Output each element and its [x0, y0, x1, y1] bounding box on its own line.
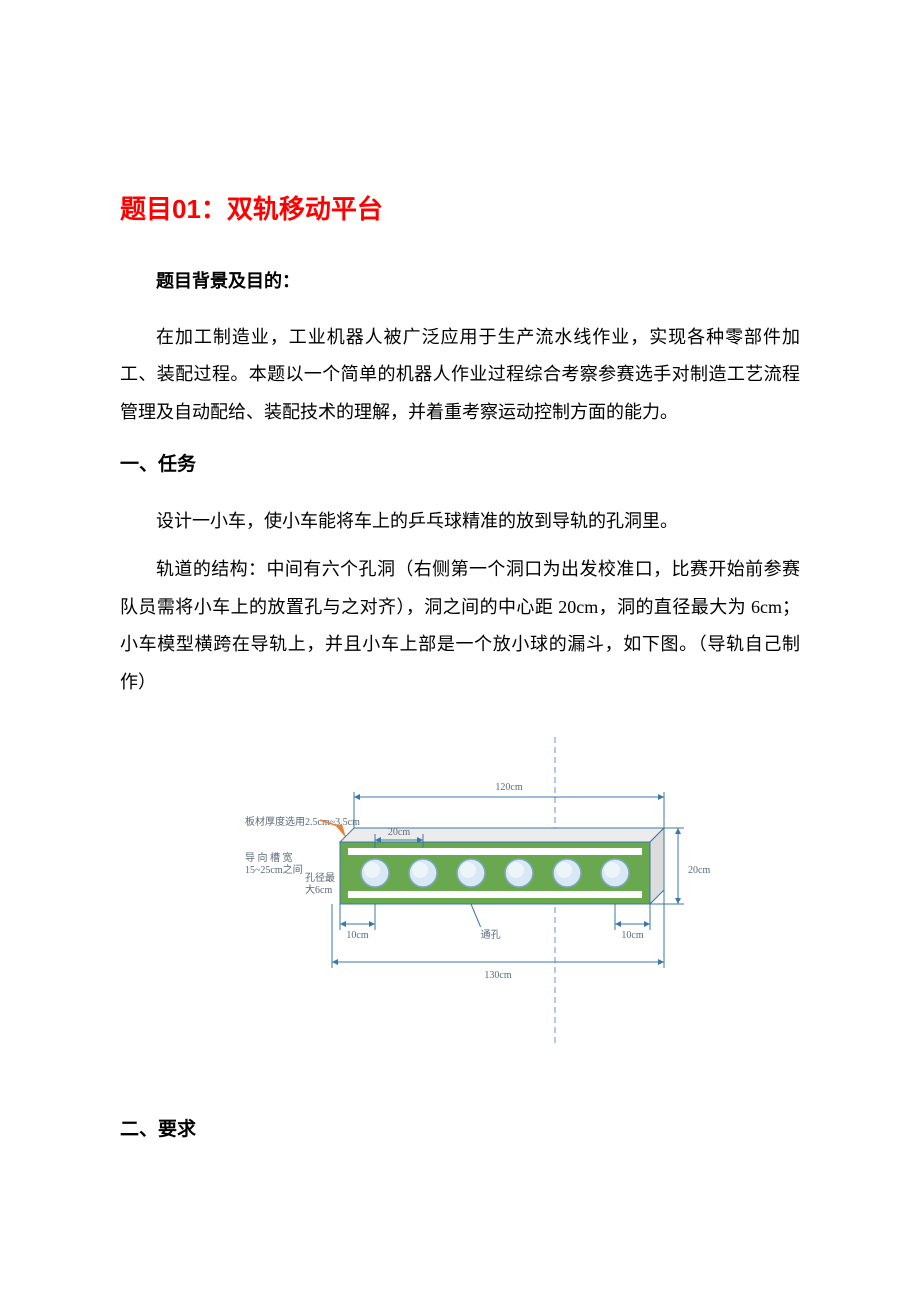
svg-text:20cm: 20cm: [688, 865, 710, 876]
section-2-heading: 二、要求: [120, 1112, 800, 1148]
svg-text:10cm: 10cm: [346, 930, 368, 941]
svg-text:10cm: 10cm: [621, 930, 643, 941]
page-title: 题目01：双轨移动平台: [120, 185, 800, 234]
svg-text:导 向 槽 宽: 导 向 槽 宽: [245, 851, 293, 864]
svg-text:15~25cm之间: 15~25cm之间: [245, 863, 303, 876]
section-1-p2: 轨道的结构：中间有六个孔洞（右侧第一个洞口为出发校准口，比赛开始前参赛队员需将小…: [120, 551, 800, 702]
background-heading: 题目背景及目的：: [120, 264, 800, 298]
svg-text:130cm: 130cm: [484, 970, 511, 981]
svg-text:孔径最: 孔径最: [305, 871, 335, 884]
background-body: 在加工制造业，工业机器人被广泛应用于生产流水线作业，实现各种零部件加工、装配过程…: [120, 319, 800, 432]
section-1-heading: 一、任务: [120, 447, 800, 483]
svg-text:板材厚度选用2.5cm~3.5cm: 板材厚度选用2.5cm~3.5cm: [245, 815, 360, 828]
svg-text:通孔: 通孔: [481, 929, 501, 941]
svg-text:120cm: 120cm: [495, 782, 522, 793]
track-diagram-container: 120cm 板材厚度选用2.5cm~3.5cm 20cm 导 向 槽 宽15~25cm…: [120, 732, 800, 1052]
track-diagram: 120cm 板材厚度选用2.5cm~3.5cm 20cm 导 向 槽 宽15~25cm…: [200, 732, 720, 1052]
svg-text:20cm: 20cm: [388, 827, 410, 838]
svg-text:大6cm: 大6cm: [305, 883, 332, 896]
section-1-p1: 设计一小车，使小车能将车上的乒乓球精准的放到导轨的孔洞里。: [120, 503, 800, 541]
